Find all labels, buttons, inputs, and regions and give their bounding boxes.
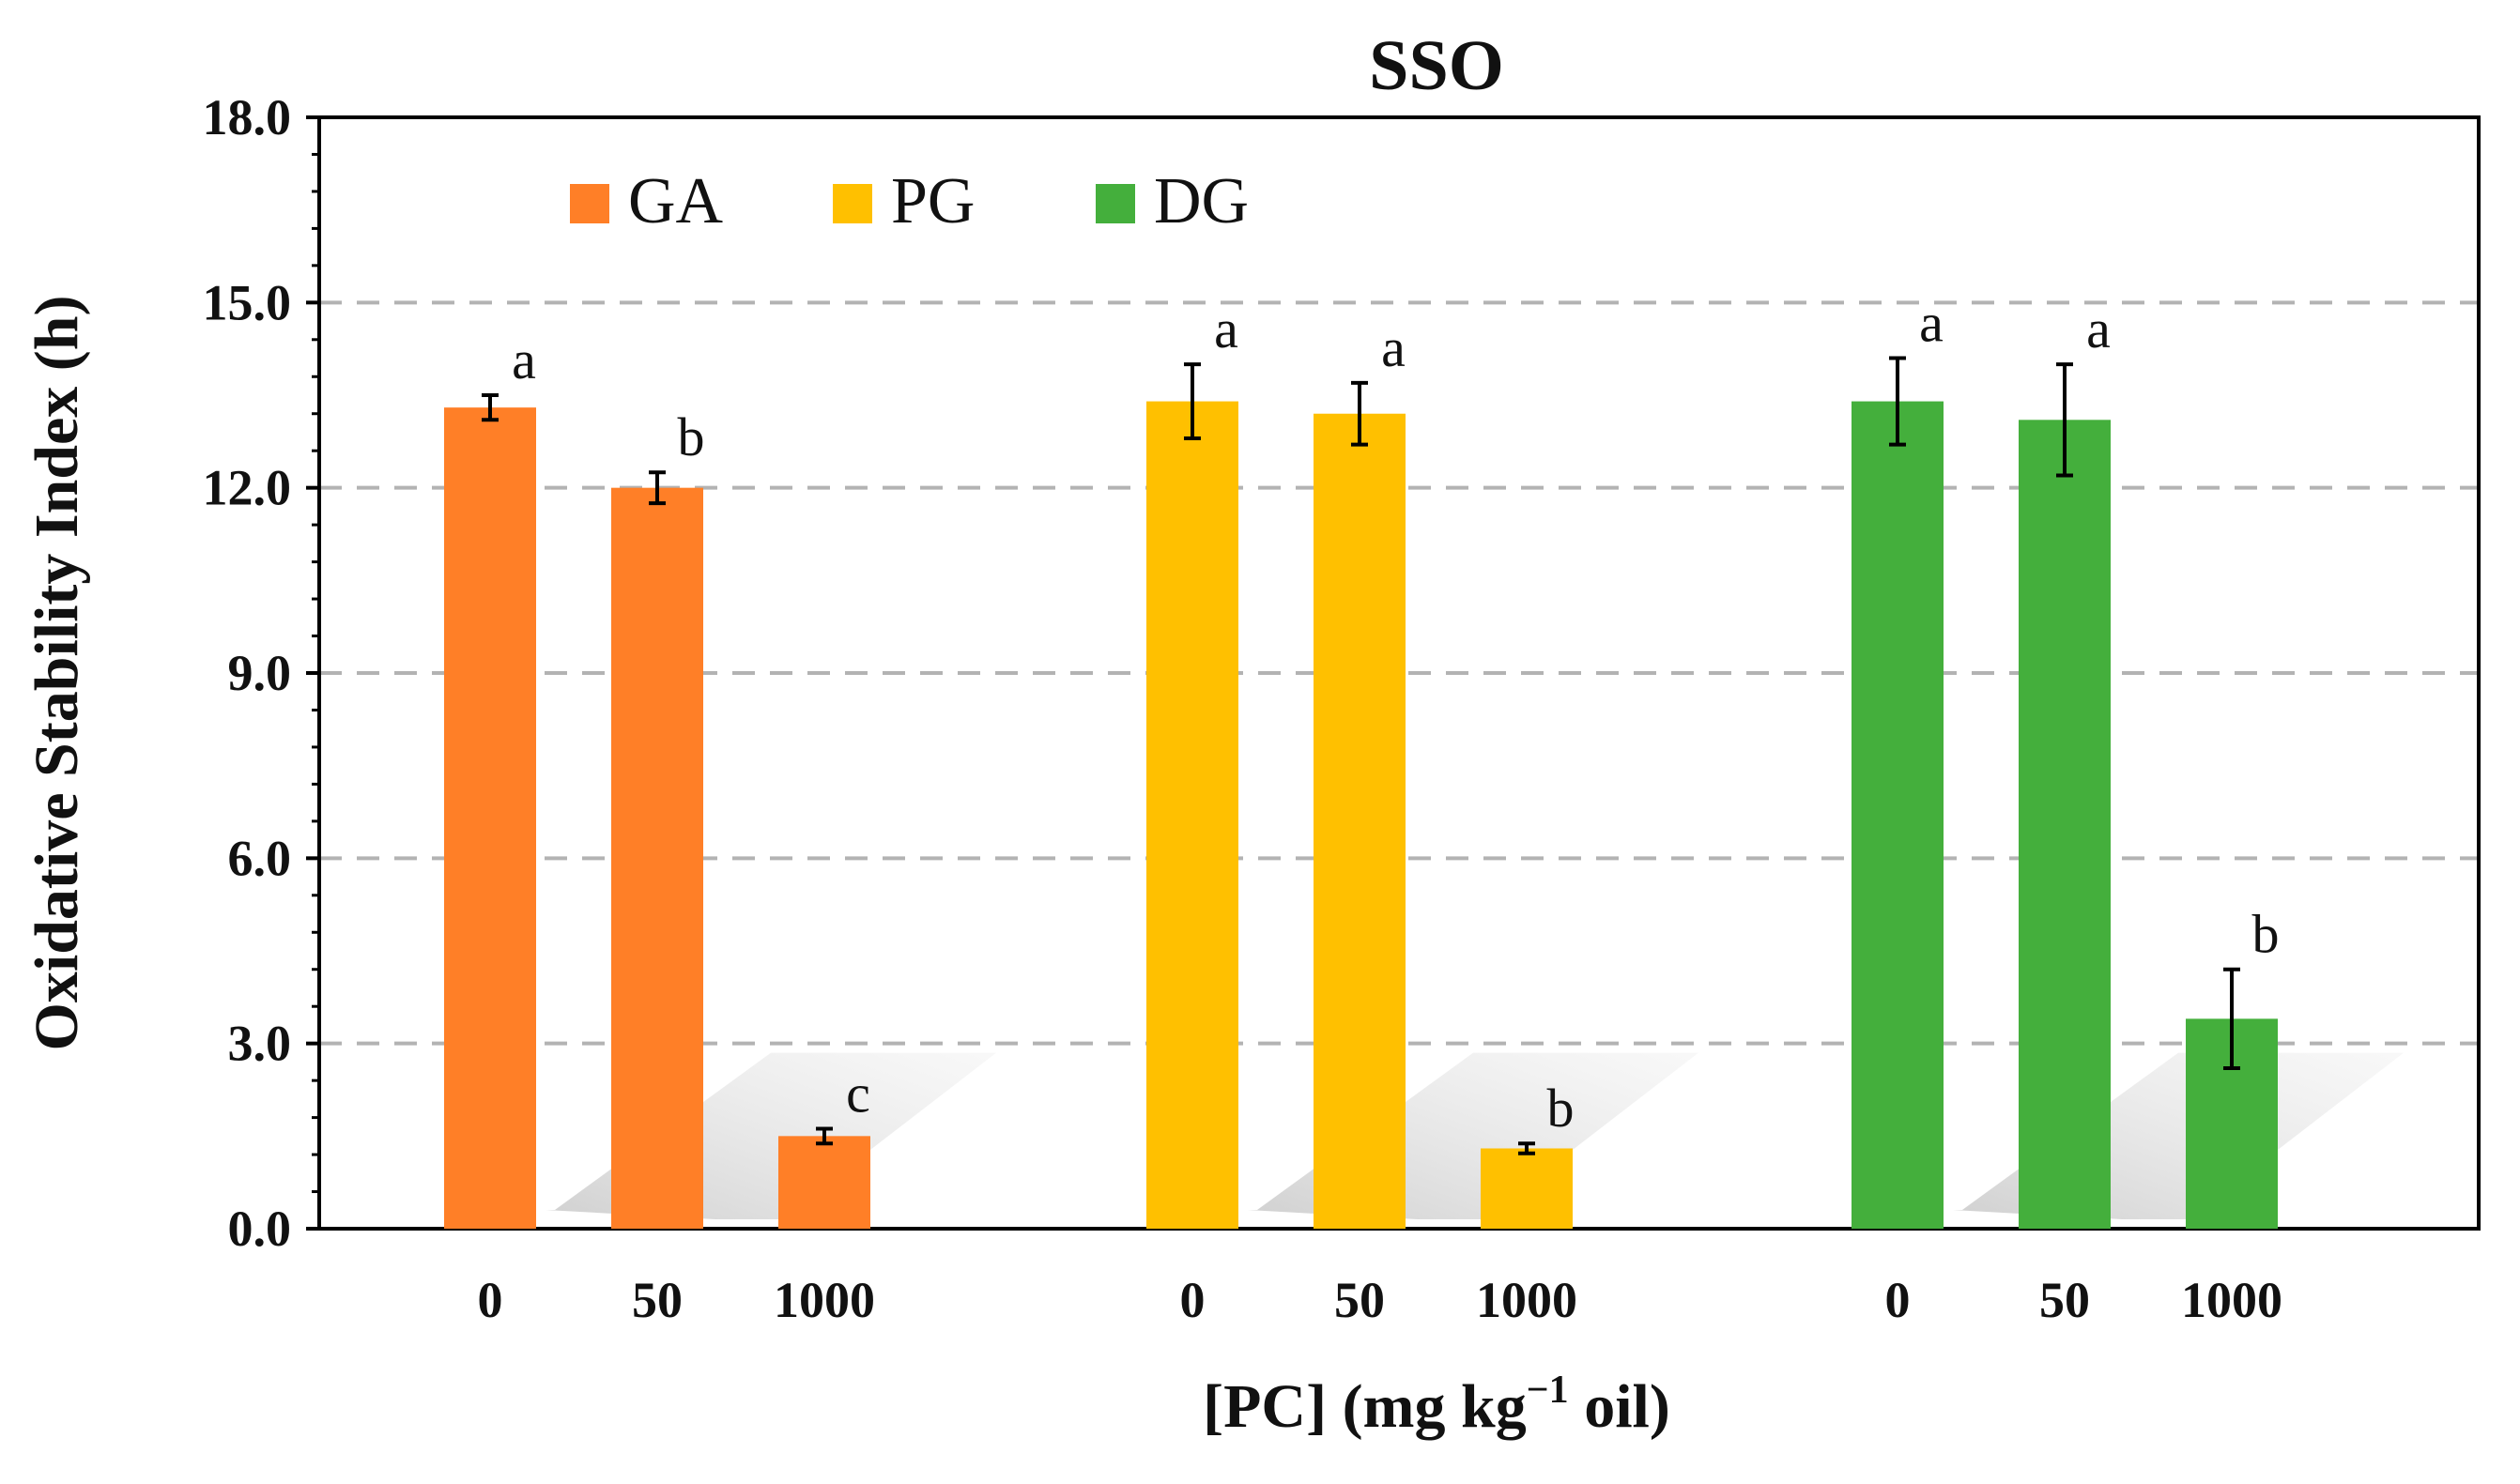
bars: a b c a a b a a b	[444, 293, 2280, 1230]
y-axis: 0.0 3.0 6.0 9.0 12.0 15.0 18.0	[203, 89, 319, 1257]
bar-PG-0	[1146, 401, 1238, 1230]
significance-label-GA-1000: c	[846, 1063, 870, 1124]
x-tick-label-GA-50: 50	[632, 1272, 683, 1328]
significance-label-DG-50: a	[2086, 298, 2111, 360]
x-axis: 0 50 1000 0 50 1000 0 50 1000	[478, 1272, 2283, 1328]
significance-label-PG-0: a	[1214, 298, 1238, 360]
y-tick-label-5: 15.0	[203, 274, 292, 330]
y-tick-label-1: 3.0	[228, 1016, 292, 1072]
x-tick-label-GA-0: 0	[478, 1272, 503, 1328]
y-tick-label-0: 0.0	[228, 1201, 292, 1257]
bar-DG-50	[2019, 420, 2111, 1229]
x-tick-label-PG-50: 50	[1334, 1272, 1385, 1328]
x-tick-label-GA-1000: 1000	[774, 1272, 875, 1328]
x-axis-title-superscript: −1	[1527, 1369, 1569, 1412]
y-tick-label-6: 18.0	[203, 89, 292, 145]
legend-swatch-DG	[1096, 184, 1135, 223]
legend-swatch-GA	[570, 184, 609, 223]
significance-label-DG-1000: b	[2252, 904, 2280, 965]
significance-label-GA-50: b	[678, 406, 705, 467]
bar-GA-50	[611, 487, 703, 1229]
chart-title: SSO	[1369, 26, 1504, 105]
x-tick-label-DG-0: 0	[1885, 1272, 1911, 1328]
legend-label-DG: DG	[1154, 165, 1249, 237]
significance-label-PG-1000: b	[1547, 1078, 1575, 1139]
x-axis-title-main: [PC] (mg kg	[1203, 1372, 1527, 1441]
bar-PG-1000	[1481, 1148, 1573, 1229]
significance-label-GA-0: a	[512, 329, 536, 390]
legend: GA PG DG	[570, 165, 1249, 237]
significance-label-PG-50: a	[1381, 317, 1406, 378]
x-tick-label-DG-1000: 1000	[2181, 1272, 2282, 1328]
x-axis-title: [PC] (mg kg−1 oil)	[1203, 1369, 1670, 1441]
bar-PG-50	[1314, 413, 1406, 1229]
significance-label-DG-0: a	[1919, 293, 1944, 354]
x-tick-label-PG-1000: 1000	[1476, 1272, 1577, 1328]
bar-DG-0	[1852, 401, 1944, 1230]
legend-swatch-PG	[833, 184, 872, 223]
y-axis-title: Oxidative Stability Index (h)	[23, 296, 91, 1051]
legend-label-GA: GA	[628, 165, 724, 237]
x-tick-label-PG-0: 0	[1180, 1272, 1206, 1328]
legend-label-PG: PG	[891, 165, 975, 237]
x-tick-label-DG-50: 50	[2039, 1272, 2090, 1328]
bar-GA-0	[444, 407, 536, 1230]
x-axis-title-suffix: oil)	[1569, 1372, 1670, 1441]
y-tick-label-2: 6.0	[228, 830, 292, 886]
y-tick-label-3: 9.0	[228, 645, 292, 701]
y-tick-label-4: 12.0	[203, 460, 292, 516]
bar-GA-1000	[778, 1136, 870, 1229]
